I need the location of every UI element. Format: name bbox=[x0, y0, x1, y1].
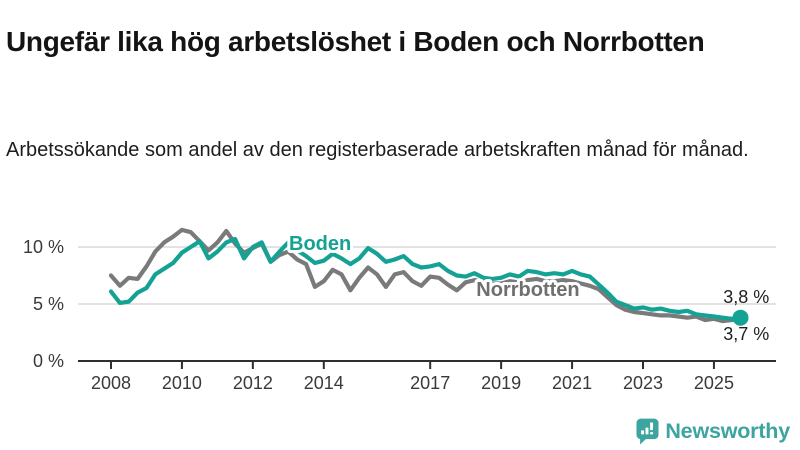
y-tick-label: 0 % bbox=[33, 351, 64, 371]
x-tick-label: 2017 bbox=[410, 373, 450, 393]
logo-bar-small bbox=[641, 429, 645, 434]
logo-bar-tall bbox=[645, 427, 649, 434]
series-line-boden bbox=[108, 236, 743, 321]
y-tick-label: 5 % bbox=[33, 294, 64, 314]
x-tick-label: 2010 bbox=[162, 373, 202, 393]
end-value-label: 3,7 % bbox=[723, 324, 769, 344]
unemployment-line-chart: 0 % 5 % 10 % 2008 2010 2012 2014 2017 2019 2021 20… bbox=[23, 227, 776, 393]
series-end-dot bbox=[732, 309, 749, 326]
series-label-norrbotten: Norrbotten bbox=[476, 279, 579, 301]
chart-labels: 0 % 5 % 10 % 2008 2010 2012 2014 2017 2019 2021 20… bbox=[23, 230, 769, 393]
newsworthy-logo-icon bbox=[636, 418, 659, 444]
end-value-label: 3,8 % bbox=[723, 287, 769, 307]
x-tick-label: 2023 bbox=[623, 373, 663, 393]
x-axis bbox=[78, 360, 776, 369]
page-title: Ungefär lika hög arbetslöshet i Boden oc… bbox=[6, 25, 705, 57]
gridlines bbox=[78, 246, 776, 305]
brand-name: Newsworthy bbox=[665, 418, 790, 443]
logo-exclamation-dot bbox=[650, 431, 654, 434]
x-tick-label: 2025 bbox=[694, 373, 734, 393]
x-tick-label: 2012 bbox=[233, 373, 273, 393]
series-lines bbox=[108, 227, 749, 326]
series-line-norrbotten bbox=[108, 227, 743, 324]
logo-exclamation-bar bbox=[650, 421, 654, 430]
x-tick-label: 2021 bbox=[552, 373, 592, 393]
x-tick-label: 2008 bbox=[91, 373, 131, 393]
x-tick-label: 2019 bbox=[481, 373, 521, 393]
x-tick-label: 2014 bbox=[304, 373, 344, 393]
newsworthy-brand-link[interactable]: Newsworthy bbox=[636, 416, 790, 446]
series-label-boden: Boden bbox=[289, 233, 351, 255]
y-tick-label: 10 % bbox=[23, 237, 64, 257]
page-subtitle: Arbetssökande som andel av den registerb… bbox=[6, 139, 749, 161]
